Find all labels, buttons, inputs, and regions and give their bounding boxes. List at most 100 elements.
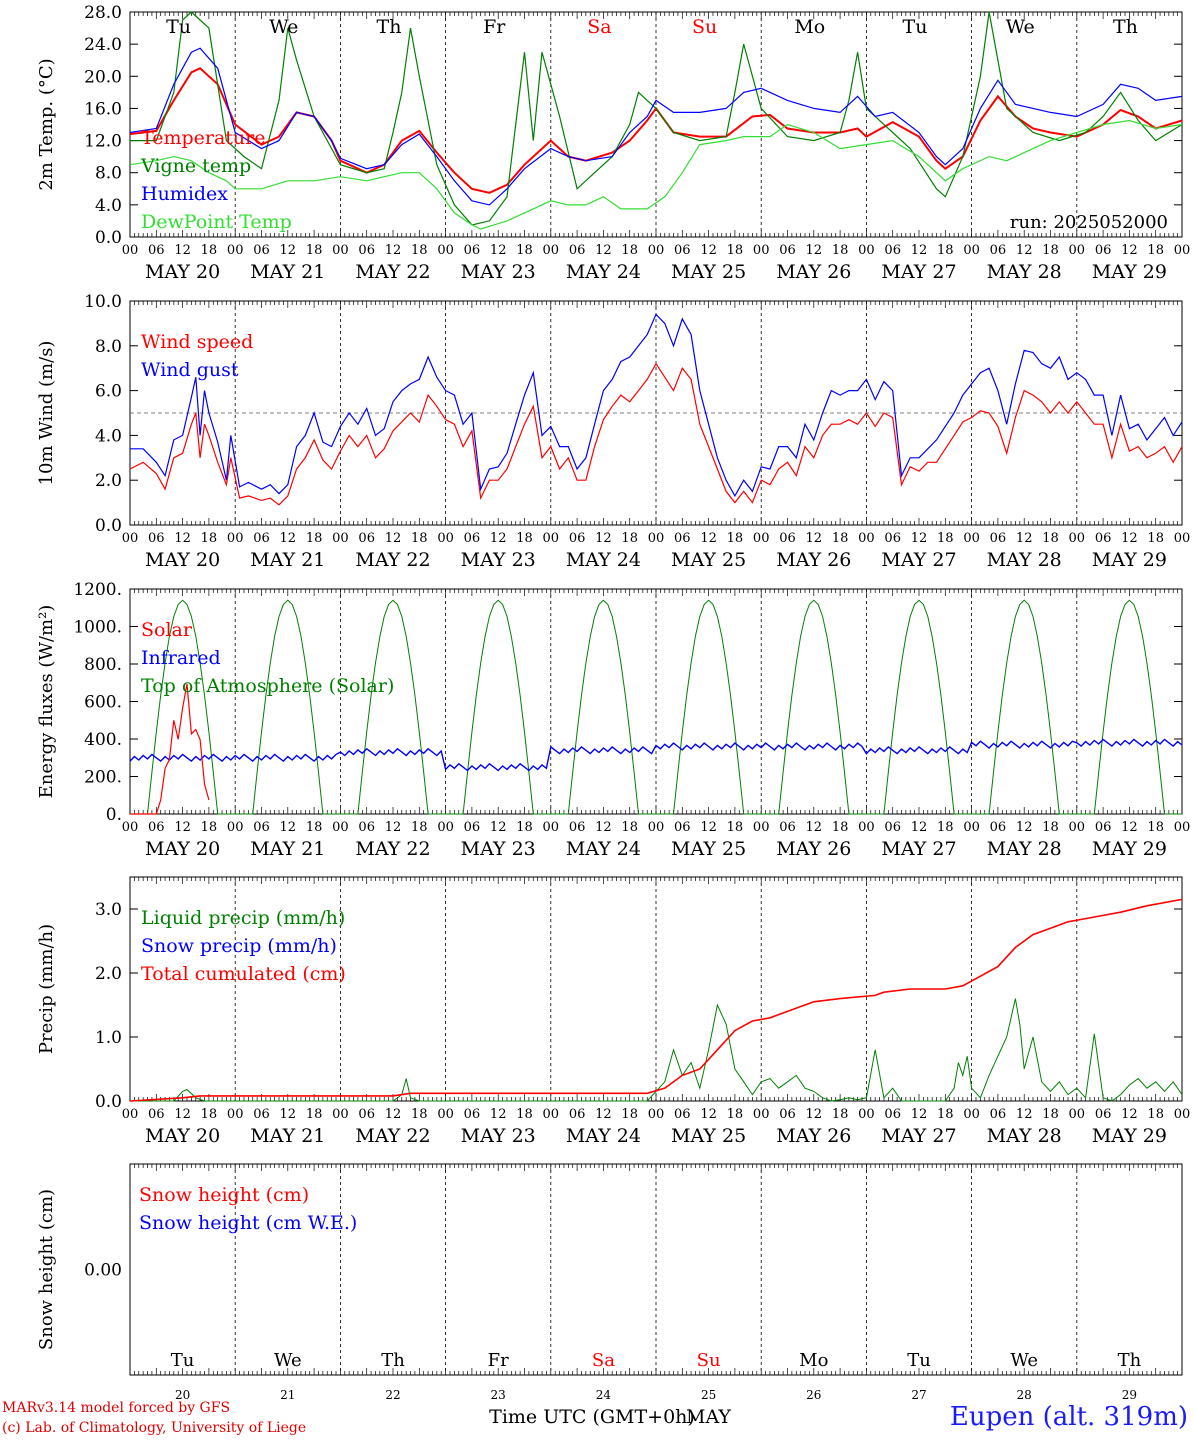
month-label: MAY bbox=[686, 1406, 731, 1428]
date-label: MAY 28 bbox=[987, 838, 1062, 860]
day-number-label: 22 bbox=[385, 1388, 400, 1402]
hour-tick-label: 06 bbox=[674, 243, 691, 258]
hour-tick-label: 18 bbox=[832, 243, 849, 258]
date-label: MAY 23 bbox=[461, 1125, 536, 1147]
hour-tick-label: 06 bbox=[884, 531, 901, 546]
hour-tick-label: 00 bbox=[858, 243, 875, 258]
hour-tick-label: 00 bbox=[437, 1107, 454, 1122]
hour-tick-label: 00 bbox=[227, 1107, 244, 1122]
hour-tick-label: 00 bbox=[1174, 820, 1191, 835]
hour-tick-label: 12 bbox=[1016, 243, 1033, 258]
hour-tick-label: 06 bbox=[358, 243, 375, 258]
date-label: MAY 21 bbox=[250, 1125, 325, 1147]
hour-tick-label: 06 bbox=[884, 243, 901, 258]
hour-tick-label: 00 bbox=[963, 820, 980, 835]
hour-tick-label: 00 bbox=[753, 1107, 770, 1122]
hour-tick-label: 12 bbox=[1121, 820, 1138, 835]
hour-tick-label: 00 bbox=[648, 1107, 665, 1122]
hour-tick-label: 00 bbox=[858, 1107, 875, 1122]
date-label: MAY 25 bbox=[671, 1125, 746, 1147]
hour-tick-label: 18 bbox=[727, 531, 744, 546]
hour-tick-label: 18 bbox=[516, 243, 533, 258]
hour-tick-label: 00 bbox=[122, 243, 139, 258]
y-axis-label-2: 10m Wind (m/s) bbox=[36, 341, 57, 486]
hour-tick-label: 00 bbox=[227, 531, 244, 546]
hour-tick-label: 06 bbox=[569, 820, 586, 835]
y-tick-label: 0. bbox=[106, 805, 122, 825]
hour-tick-label: 06 bbox=[884, 820, 901, 835]
date-label: MAY 22 bbox=[355, 838, 430, 860]
day-number-label: 26 bbox=[806, 1388, 821, 1402]
panel-frame-3 bbox=[129, 588, 1183, 815]
date-label: MAY 23 bbox=[461, 838, 536, 860]
legend-entry: Total cumulated (cm) bbox=[141, 963, 346, 985]
hour-tick-label: 12 bbox=[911, 243, 928, 258]
hour-tick-label: 18 bbox=[306, 243, 323, 258]
hour-tick-label: 12 bbox=[806, 1107, 823, 1122]
hour-tick-label: 00 bbox=[122, 820, 139, 835]
date-label: MAY 24 bbox=[566, 261, 641, 283]
legend-entry: Vigne temp bbox=[140, 155, 251, 177]
weekday-label: Tu bbox=[903, 16, 928, 38]
y-axis-label-5: Snow height (cm) bbox=[36, 1189, 57, 1350]
hour-tick-label: 18 bbox=[306, 531, 323, 546]
hour-tick-label: 06 bbox=[253, 243, 270, 258]
hour-tick-label: 18 bbox=[201, 820, 218, 835]
hour-tick-label: 18 bbox=[621, 531, 638, 546]
date-label: MAY 22 bbox=[355, 549, 430, 571]
hour-tick-label: 00 bbox=[1174, 1107, 1191, 1122]
hour-tick-label: 00 bbox=[437, 243, 454, 258]
hour-tick-label: 12 bbox=[174, 243, 191, 258]
y-tick-label: 4.0 bbox=[95, 426, 122, 446]
hour-tick-label: 06 bbox=[464, 243, 481, 258]
y-tick-label: 600. bbox=[84, 693, 122, 713]
y-tick-label: 0.0 bbox=[95, 516, 122, 536]
hour-tick-label: 06 bbox=[569, 1107, 586, 1122]
hour-tick-label: 06 bbox=[253, 1107, 270, 1122]
weekday-label: Tu bbox=[166, 16, 191, 38]
hour-tick-label: 06 bbox=[1095, 820, 1112, 835]
hour-tick-label: 06 bbox=[148, 820, 165, 835]
legend-entry: Temperature bbox=[141, 127, 265, 149]
y-tick-label: 2.0 bbox=[95, 471, 122, 491]
hour-tick-label: 00 bbox=[1069, 531, 1086, 546]
weekday-label: Mo bbox=[794, 16, 825, 38]
y-tick-label: 24.0 bbox=[84, 35, 122, 55]
hour-tick-label: 12 bbox=[595, 243, 612, 258]
hour-tick-label: 18 bbox=[832, 531, 849, 546]
date-label: MAY 28 bbox=[987, 549, 1062, 571]
series-line bbox=[130, 313, 1183, 498]
date-label: MAY 24 bbox=[566, 549, 641, 571]
hour-tick-label: 00 bbox=[1069, 243, 1086, 258]
hour-tick-label: 00 bbox=[437, 820, 454, 835]
y-tick-label: 12.0 bbox=[84, 132, 122, 152]
hour-tick-label: 06 bbox=[253, 531, 270, 546]
y-axis-label-1: 2m Temp. (°C) bbox=[36, 58, 57, 190]
date-label: MAY 27 bbox=[881, 261, 956, 283]
y-tick-label: 200. bbox=[84, 768, 122, 788]
hour-tick-label: 12 bbox=[911, 820, 928, 835]
series-line bbox=[130, 683, 210, 815]
y-tick-label: 800. bbox=[84, 655, 122, 675]
hour-tick-label: 18 bbox=[937, 1107, 954, 1122]
hour-tick-label: 06 bbox=[779, 820, 796, 835]
hour-tick-label: 12 bbox=[700, 531, 717, 546]
hour-tick-label: 00 bbox=[648, 820, 665, 835]
hour-tick-label: 12 bbox=[806, 531, 823, 546]
date-label: MAY 27 bbox=[881, 838, 956, 860]
hour-tick-label: 00 bbox=[648, 243, 665, 258]
hour-tick-label: 00 bbox=[1174, 531, 1191, 546]
hour-tick-label: 00 bbox=[227, 820, 244, 835]
hour-tick-label: 06 bbox=[990, 820, 1007, 835]
hour-tick-label: 00 bbox=[332, 531, 349, 546]
date-label: MAY 27 bbox=[881, 1125, 956, 1147]
hour-tick-label: 00 bbox=[1069, 820, 1086, 835]
hour-tick-label: 18 bbox=[621, 1107, 638, 1122]
series-line bbox=[129, 362, 1183, 506]
hour-tick-label: 06 bbox=[674, 820, 691, 835]
hour-tick-label: 06 bbox=[884, 1107, 901, 1122]
hour-tick-label: 12 bbox=[174, 820, 191, 835]
weekday-label: We bbox=[1006, 16, 1035, 38]
y-axis-label-4: Precip (mm/h) bbox=[36, 924, 57, 1054]
legend-entry: Snow height (cm) bbox=[139, 1184, 309, 1206]
